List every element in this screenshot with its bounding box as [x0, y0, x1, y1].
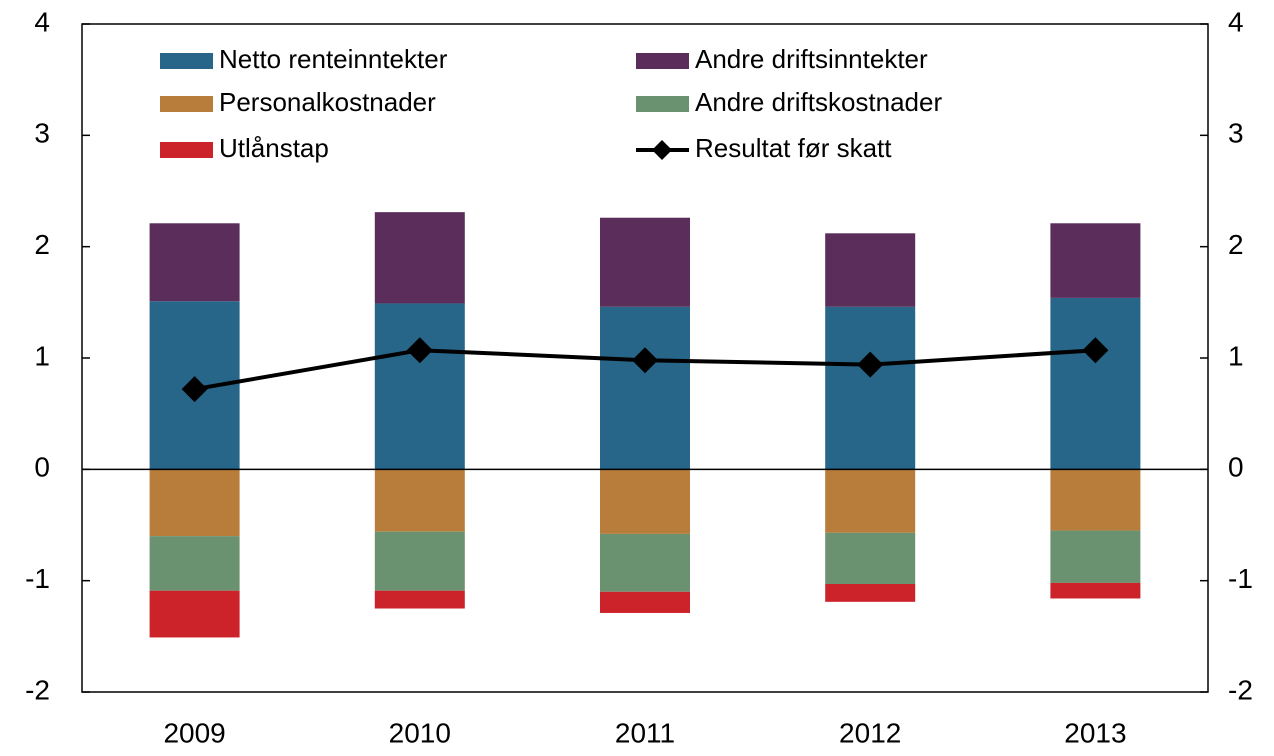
y2-tick-label: -2: [1228, 674, 1253, 705]
y-tick-label: 0: [34, 452, 50, 483]
y2-tick-label: 2: [1228, 229, 1244, 260]
line-marker: [857, 351, 884, 378]
bar: [374, 212, 465, 304]
legend-swatch: [160, 53, 213, 69]
y-tick-label: -1: [25, 563, 50, 594]
y2-tick-label: 4: [1228, 6, 1244, 37]
y2-tick-label: 3: [1228, 118, 1244, 149]
line-marker: [632, 347, 658, 374]
x-tick-label: 2011: [615, 717, 675, 748]
bar: [149, 223, 240, 302]
bar: [600, 591, 690, 613]
y-tick-label: 2: [34, 229, 50, 260]
bar: [374, 303, 465, 470]
legend-label: Resultat før skatt: [695, 133, 892, 163]
bar: [825, 532, 916, 585]
bar: [149, 469, 240, 537]
bar: [825, 233, 916, 307]
y-tick-label: 4: [34, 6, 50, 37]
bar: [374, 469, 465, 532]
legend-label: Andre driftskostnader: [695, 87, 942, 117]
bar: [1050, 582, 1141, 599]
legend-swatch: [636, 53, 689, 69]
bar: [1050, 469, 1141, 531]
y2-tick-label: -1: [1228, 563, 1253, 594]
line-marker: [1082, 337, 1109, 364]
y-tick-label: 3: [34, 118, 50, 149]
y2-tick-label: 0: [1228, 452, 1244, 483]
bar: [1050, 530, 1141, 583]
bar: [600, 533, 690, 592]
y2-tick-label: 1: [1228, 340, 1244, 371]
x-tick-label: 2013: [1064, 717, 1126, 748]
bar: [374, 590, 465, 609]
bar: [1050, 223, 1141, 298]
bar: [825, 469, 916, 533]
bar: [149, 536, 240, 591]
bar: [374, 531, 465, 591]
bar: [825, 306, 916, 470]
legend-label: Utlånstap: [219, 133, 329, 163]
x-tick-label: 2009: [163, 717, 225, 748]
legend-swatch: [652, 140, 672, 160]
bar: [149, 590, 240, 638]
y-tick-label: 1: [34, 340, 50, 371]
legend-label: Netto renteinntekter: [219, 44, 448, 74]
legend-swatch: [160, 142, 213, 158]
legend-label: Andre driftsinntekter: [695, 44, 928, 74]
y-tick-label: -2: [25, 674, 50, 705]
bar: [600, 306, 690, 470]
bar: [825, 584, 916, 602]
bar: [600, 217, 690, 307]
bar: [1050, 297, 1141, 470]
x-tick-label: 2012: [839, 717, 901, 748]
line-marker: [181, 376, 208, 403]
line-marker: [406, 337, 433, 364]
x-tick-label: 2010: [389, 717, 451, 748]
legend-swatch: [636, 96, 689, 112]
legend-swatch: [160, 96, 213, 112]
bar: [600, 469, 690, 534]
legend-label: Personalkostnader: [219, 87, 436, 117]
